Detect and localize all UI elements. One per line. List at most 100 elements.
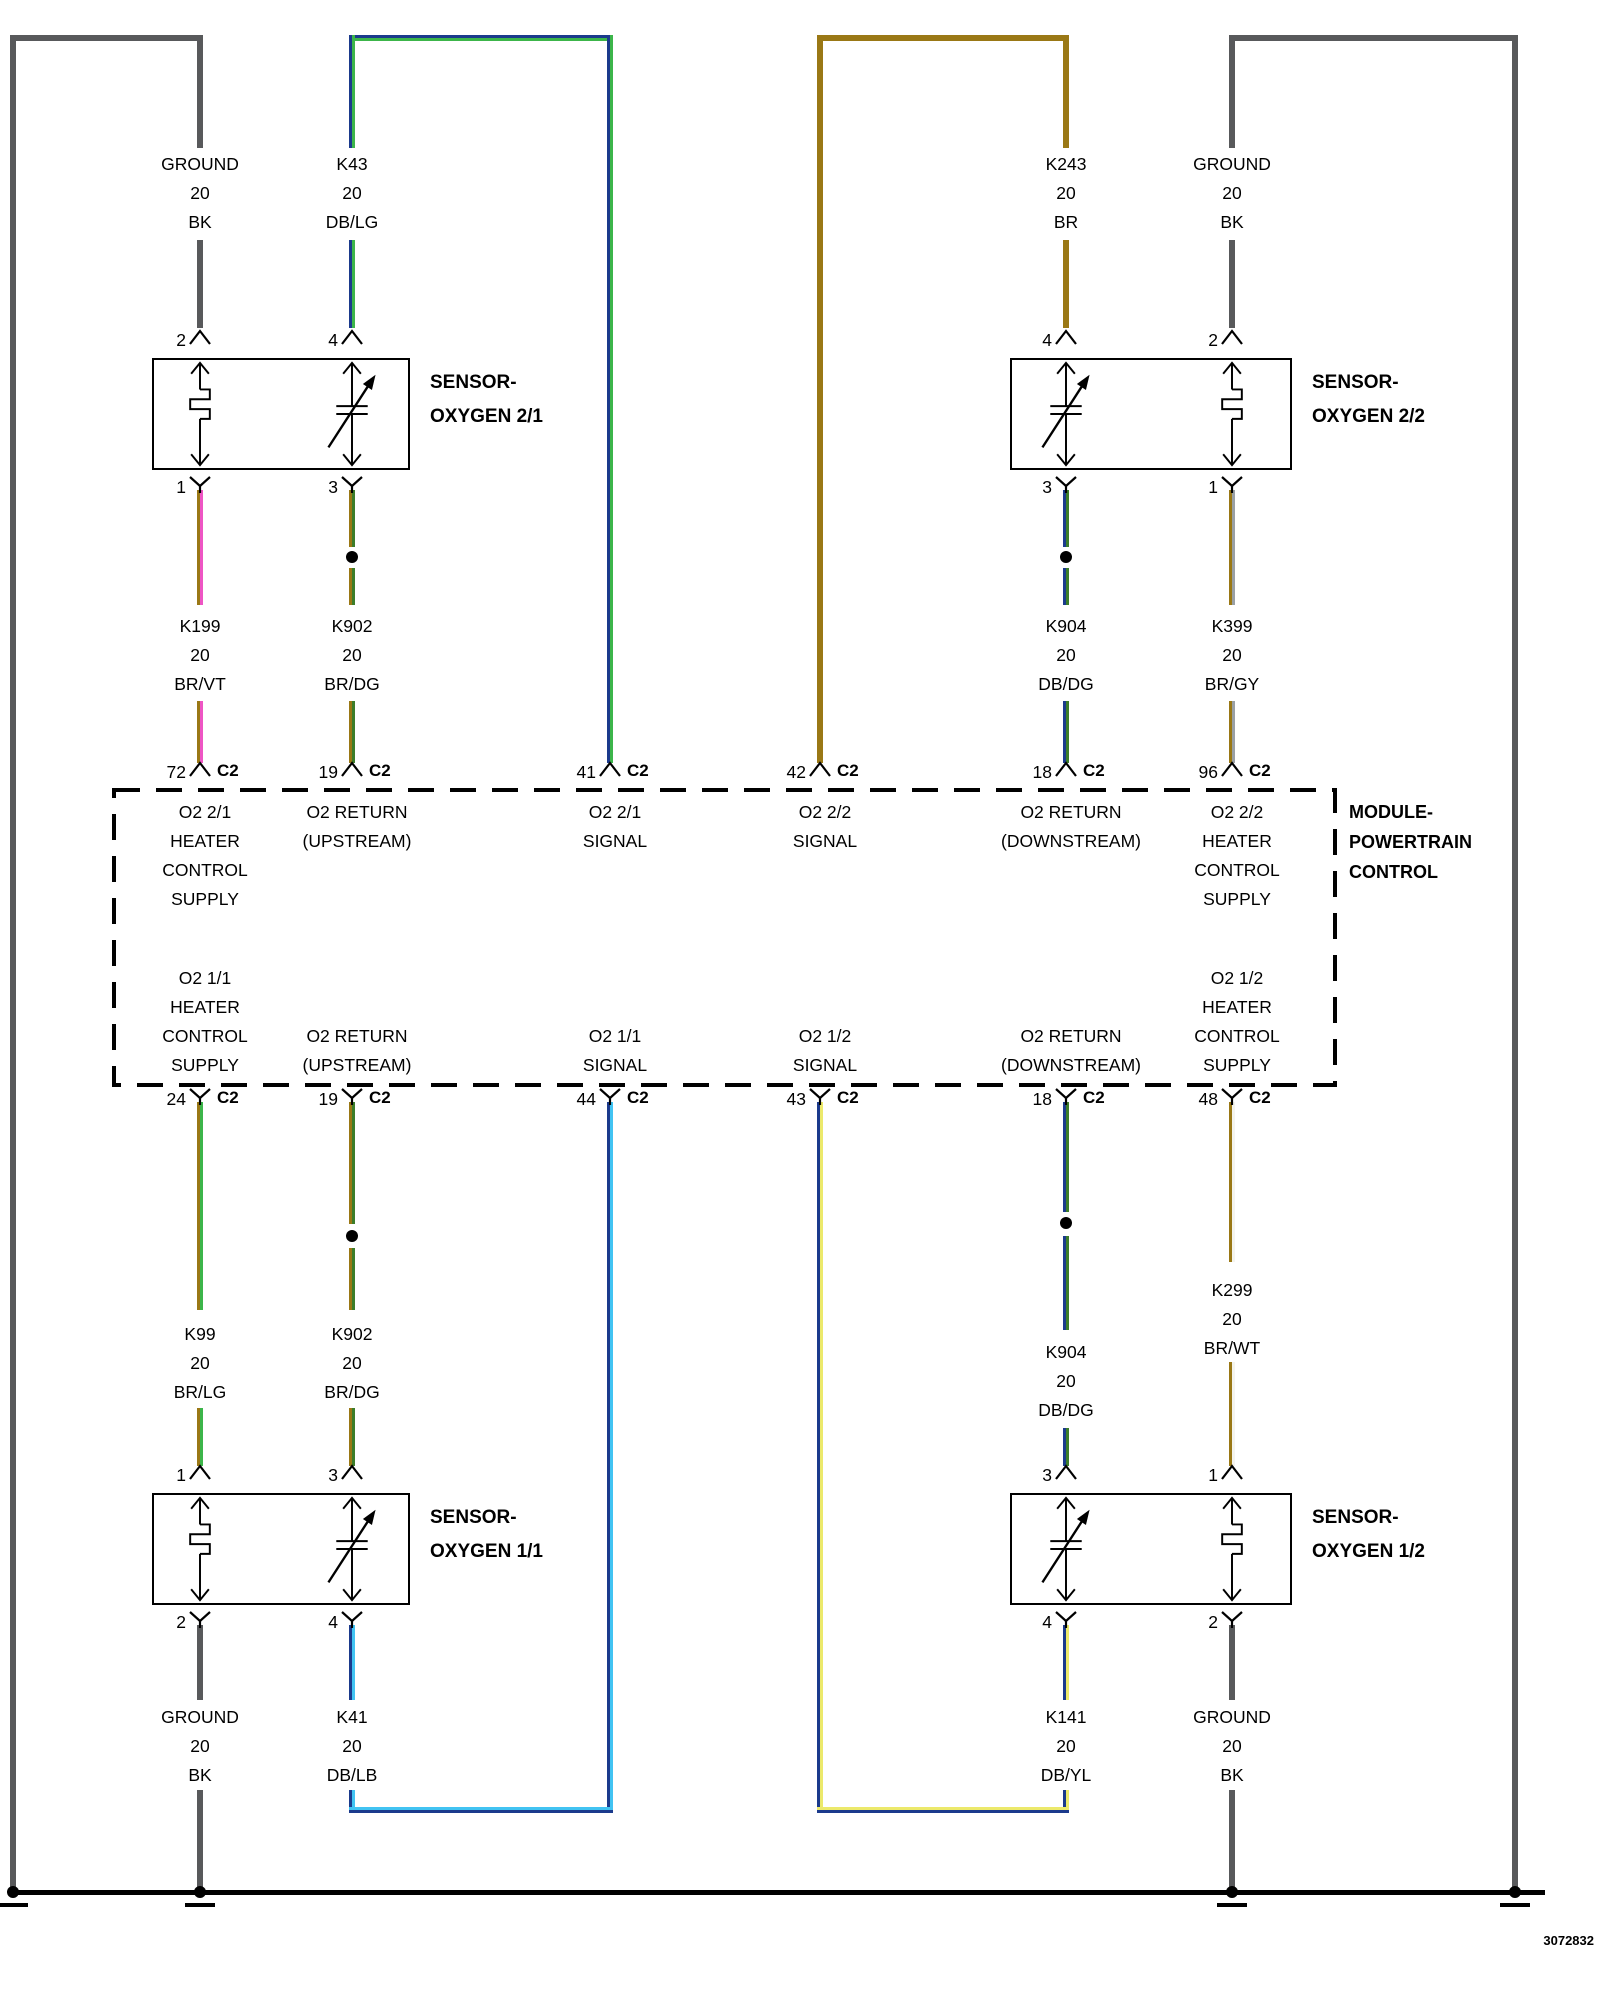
wire-label-k41: K41 20 DB/LB — [326, 1707, 378, 1785]
wire-label-ground-11: GROUND 20 BK — [161, 1707, 239, 1785]
sensor-12-pin2: 2 — [1208, 1612, 1218, 1632]
heater-element-icon — [1192, 359, 1272, 469]
wire-label-k904-up: K904 20 DB/DG — [1038, 616, 1094, 694]
wire-k43-top-horizontal — [349, 35, 613, 41]
sensor-11-pin2: 2 — [176, 1612, 186, 1632]
pin-43-number: 43 — [786, 1089, 806, 1109]
wire-k243-top-horizontal — [817, 35, 1069, 41]
sensor-oxygen-12-title: SENSOR- OXYGEN 1/2 — [1312, 1507, 1425, 1562]
pin-18b-connector-icon — [1052, 1087, 1080, 1105]
sensor-12-pin4: 4 — [1042, 1612, 1052, 1632]
wire-k902-low-seg3 — [349, 1408, 355, 1466]
wire-label-k904-low: K904 20 DB/DG — [1038, 1342, 1094, 1420]
sensor-22-pin2: 2 — [1208, 330, 1218, 350]
module-label-o2-11-signal: O2 1/1 SIGNAL — [582, 1026, 648, 1075]
ground-bus — [10, 1890, 1545, 1895]
sensor-11-pin1-icon — [186, 1463, 214, 1481]
wire-k99-seg1 — [197, 1102, 203, 1310]
wire-k904-up-seg2 — [1063, 568, 1069, 605]
wire-label-ground-21: GROUND 20 BK — [161, 154, 239, 232]
sensor-21-pin1: 1 — [176, 477, 186, 497]
variable-sensor-icon — [1026, 359, 1106, 469]
wire-k904-up-seg1 — [1063, 490, 1069, 547]
pin-18b-number: 18 — [1032, 1089, 1052, 1109]
module-label-o2-11-heater: O2 1/1 HEATER CONTROL SUPPLY — [162, 968, 248, 1075]
sensor-12-pin1-icon — [1218, 1463, 1246, 1481]
sensor-11-pin4-icon — [338, 1610, 366, 1628]
wire-k41-signal-long — [607, 1102, 613, 1813]
pin-24-number: 24 — [166, 1089, 186, 1109]
wire-ground-12-seg1 — [1229, 1625, 1235, 1700]
wire-k43-signal-long — [607, 35, 613, 763]
sensor-12-pin1: 1 — [1208, 1465, 1218, 1485]
wire-k141-seg2 — [1063, 1790, 1069, 1807]
wire-label-k902-low: K902 20 BR/DG — [324, 1324, 380, 1402]
module-title-line: POWERTRAIN — [1349, 832, 1472, 852]
pin-18t-connector-icon — [1052, 760, 1080, 778]
sensor-22-pin1: 1 — [1208, 477, 1218, 497]
pin-19t-connector-id: C2 — [369, 761, 391, 780]
wire-k399-seg1 — [1229, 490, 1235, 605]
pin-19b-connector-id: C2 — [369, 1088, 391, 1107]
module-label-o2-22-signal: O2 2/2 SIGNAL — [792, 802, 858, 851]
module-label-o2-12-heater: O2 1/2 HEATER CONTROL SUPPLY — [1194, 968, 1280, 1075]
wire-label-ground-22: GROUND 20 BK — [1193, 154, 1271, 232]
wire-label-k141: K141 20 DB/YL — [1040, 1707, 1092, 1785]
module-label-o2-21-heater: O2 2/1 HEATER CONTROL SUPPLY — [162, 802, 248, 909]
pin-19b-number: 19 — [318, 1089, 338, 1109]
wire-ground-21-top-horizontal — [10, 35, 203, 41]
wire-k41-seg2 — [349, 1790, 355, 1807]
pin-44-connector-id: C2 — [627, 1088, 649, 1107]
ground-symbol-icon — [1500, 1903, 1530, 1907]
wire-label-k399: K399 20 BR/GY — [1204, 616, 1260, 694]
wire-k99-seg2 — [197, 1408, 203, 1466]
sensor-12-pin4-icon — [1052, 1610, 1080, 1628]
pin-41-number: 41 — [576, 762, 596, 782]
sensor-12-pin3: 3 — [1042, 1465, 1052, 1485]
sensor-12-pin3-icon — [1052, 1463, 1080, 1481]
variable-sensor-icon — [1026, 1494, 1106, 1604]
wire-k243-seg2 — [1063, 240, 1069, 328]
sensor-11-pin2-icon — [186, 1610, 214, 1628]
wire-label-k902-up: K902 20 BR/DG — [324, 616, 380, 694]
ground-junction — [1226, 1886, 1238, 1898]
ground-symbol-icon — [1217, 1903, 1247, 1907]
sensor-11-pin4: 4 — [328, 1612, 338, 1632]
sensor-22-pin4-icon — [1052, 328, 1080, 346]
pin-48-number: 48 — [1198, 1089, 1218, 1109]
sensor-21-pin3: 3 — [328, 477, 338, 497]
module-title-line: CONTROL — [1349, 862, 1438, 882]
pin-42-connector-icon — [806, 760, 834, 778]
sensor-21-pin2-icon — [186, 328, 214, 346]
wire-k299-seg2 — [1229, 1362, 1235, 1466]
wire-k904-low-seg3 — [1063, 1428, 1069, 1466]
pin-72-connector-id: C2 — [217, 761, 239, 780]
pin-19b-connector-icon — [338, 1087, 366, 1105]
pin-96-connector-id: C2 — [1249, 761, 1271, 780]
splice-k902-upstream — [346, 551, 358, 563]
wire-k199-seg2 — [197, 701, 203, 763]
sensor-22-pin1-icon — [1218, 475, 1246, 493]
pin-42-number: 42 — [786, 762, 806, 782]
pin-41-connector-icon — [596, 760, 624, 778]
module-label-o2-12-signal: O2 1/2 SIGNAL — [792, 1026, 858, 1075]
wire-ground-11-seg2 — [197, 1790, 203, 1890]
module-title-line: MODULE- — [1349, 802, 1433, 822]
module-title: MODULE- POWERTRAIN CONTROL — [1349, 797, 1472, 887]
sensor-oxygen-11-title: SENSOR- OXYGEN 1/1 — [430, 1507, 543, 1562]
pin-72-connector-icon — [186, 760, 214, 778]
wire-ground-21-seg2 — [197, 240, 203, 328]
sensor-22-pin3: 3 — [1042, 477, 1052, 497]
heater-element-icon — [160, 359, 240, 469]
variable-sensor-icon — [312, 1494, 392, 1604]
wire-k41-seg1 — [349, 1625, 355, 1700]
heater-element-icon — [160, 1494, 240, 1604]
sensor-11-pin1: 1 — [176, 1465, 186, 1485]
pin-44-number: 44 — [576, 1089, 596, 1109]
pin-43-connector-id: C2 — [837, 1088, 859, 1107]
splice-k904-low — [1060, 1217, 1072, 1229]
wire-label-ground-12: GROUND 20 BK — [1193, 1707, 1271, 1785]
module-powertrain-control-box — [112, 788, 1337, 1087]
wire-k902-up-seg1 — [349, 490, 355, 547]
sensor-21-pin4-icon — [338, 328, 366, 346]
